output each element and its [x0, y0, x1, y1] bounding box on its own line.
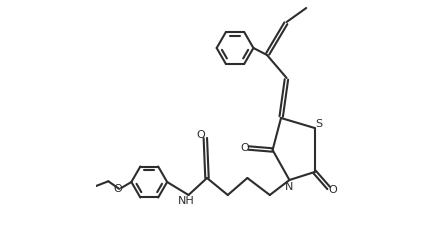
- Text: N: N: [285, 182, 294, 192]
- Text: O: O: [114, 184, 122, 194]
- Text: O: O: [240, 143, 249, 153]
- Text: NH: NH: [178, 196, 195, 206]
- Text: O: O: [197, 130, 205, 140]
- Text: O: O: [328, 185, 337, 196]
- Text: S: S: [316, 119, 323, 129]
